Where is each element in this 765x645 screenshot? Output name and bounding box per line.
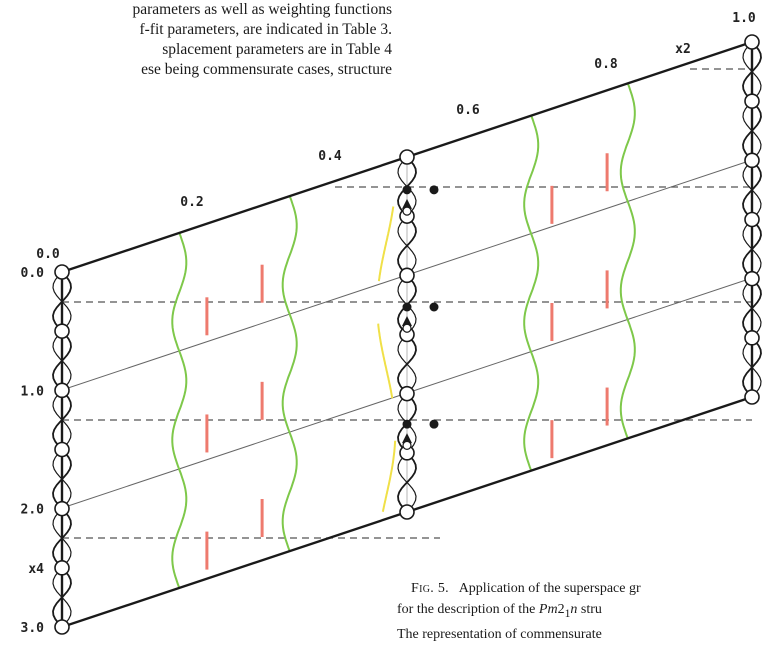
- open-circle: [744, 152, 760, 169]
- small-circle: [402, 206, 412, 216]
- black-dot: [402, 419, 412, 429]
- open-circle: [54, 441, 70, 458]
- left-multiplier-label: x4: [28, 562, 44, 577]
- yellow-curve: [377, 323, 394, 399]
- black-triangle: [402, 316, 412, 326]
- body-text-line: f-fit parameters, are indicated in Table…: [139, 21, 392, 38]
- top-axis-label: 0.8: [594, 57, 618, 72]
- open-circle: [54, 619, 70, 635]
- black-triangle: [402, 433, 412, 444]
- green-curve: [281, 195, 298, 552]
- body-text: parameters as well as weighting function…: [0, 0, 392, 80]
- open-circle: [399, 267, 415, 284]
- green-curve: [523, 115, 540, 471]
- top-axis-label: 1.0: [732, 11, 756, 26]
- open-circle: [54, 500, 70, 517]
- open-circle: [744, 34, 760, 50]
- open-circle: [744, 389, 760, 405]
- open-circle: [54, 382, 70, 399]
- caption-text-1: Application of the superspace gr: [458, 581, 641, 596]
- black-triangle: [402, 198, 412, 209]
- axis-labels: 0.0 0.2 0.4 0.6 0.8 1.0 x2 0.0 1.0 2.0 3.0 x4: [21, 11, 756, 635]
- space-group-a: Pm: [538, 602, 558, 617]
- top-axis-label: 0.2: [180, 195, 203, 210]
- yellow-curves: [377, 206, 397, 513]
- left-axis-label: 3.0: [21, 621, 45, 635]
- open-circle: [54, 264, 70, 280]
- top-multiplier-label: x2: [675, 42, 691, 57]
- open-circle: [744, 330, 760, 346]
- black-dot: [429, 185, 439, 195]
- body-text-line: parameters as well as weighting function…: [132, 1, 392, 18]
- caption-text-2b: stru: [577, 602, 602, 617]
- atom-markers: [402, 185, 439, 444]
- space-group-subscript: 1: [564, 606, 571, 620]
- yellow-curve: [377, 206, 395, 282]
- space-group-num: 2: [557, 602, 565, 617]
- black-dot: [429, 419, 439, 429]
- top-axis-label: 0.4: [318, 149, 342, 164]
- caption-text-2: for the description of the: [397, 602, 539, 617]
- caption-line-2: for the description of the Pm21n stru: [383, 599, 763, 624]
- black-dot: [429, 302, 439, 312]
- open-circle: [744, 211, 760, 228]
- open-circle: [399, 385, 415, 402]
- top-axis-label: 0.6: [456, 103, 480, 118]
- open-circle: [54, 323, 70, 339]
- left-axis-label: 2.0: [21, 503, 45, 518]
- open-circle: [399, 149, 415, 165]
- caption-line-3: The representation of commensurate: [383, 624, 763, 645]
- green-curve: [171, 232, 188, 589]
- green-curve: [619, 83, 636, 439]
- small-circle: [402, 440, 412, 450]
- space-group-b: n: [570, 602, 578, 617]
- top-axis-label: 0.0: [36, 247, 60, 262]
- body-text-line: splacement parameters are in Table 4: [162, 41, 392, 58]
- yellow-curve: [381, 440, 397, 513]
- open-circle: [744, 93, 760, 109]
- body-text-line: ese being commensurate cases, structure: [141, 61, 392, 78]
- caption-line-1: Fig. 5. Application of the superspace gr: [383, 578, 763, 599]
- small-circle: [402, 323, 412, 333]
- red-ticks: [205, 153, 609, 570]
- black-dot: [402, 185, 412, 195]
- caption-label: Fig. 5.: [411, 581, 449, 596]
- dashed-lines: [62, 68, 752, 539]
- open-circles: [54, 34, 760, 635]
- caption-text-3: The representation of commensurate: [397, 626, 602, 642]
- green-curves: [171, 83, 636, 589]
- open-circle: [399, 504, 415, 520]
- open-circle: [744, 270, 760, 287]
- open-circle: [54, 560, 70, 576]
- left-axis-label: 1.0: [21, 384, 45, 399]
- black-dot: [402, 302, 412, 312]
- left-axis-label: 0.0: [21, 266, 45, 281]
